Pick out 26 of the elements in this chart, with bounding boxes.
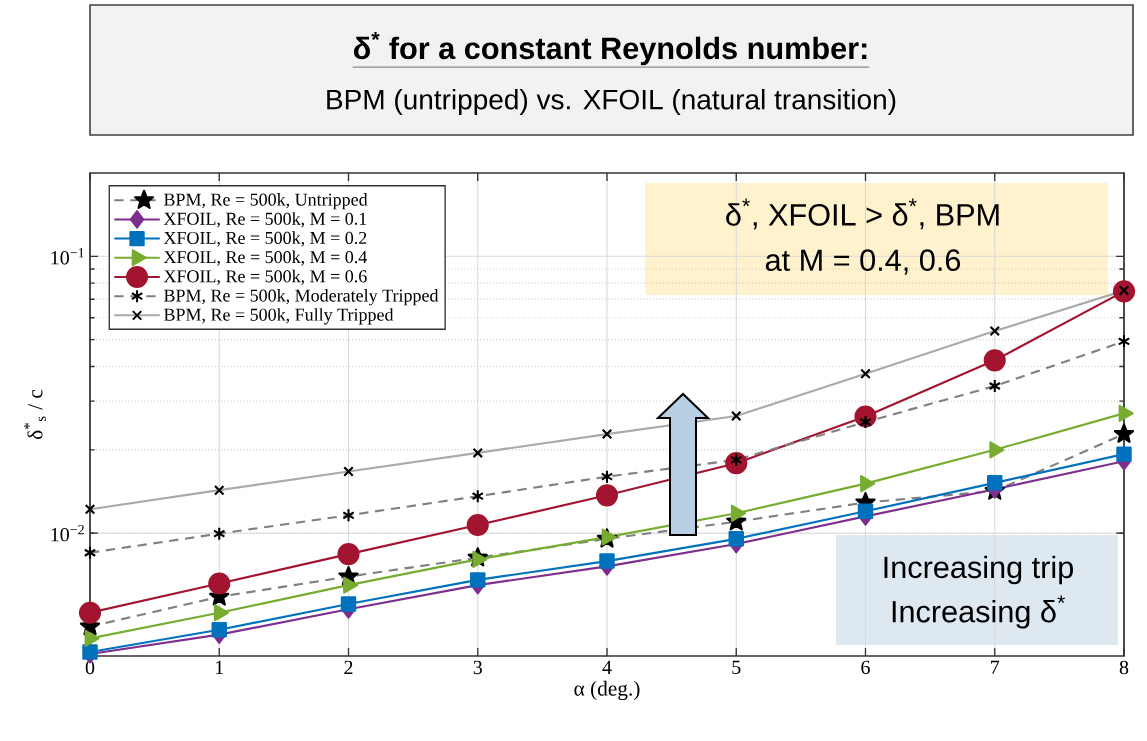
x-tick-label: 6 <box>861 660 870 675</box>
legend-label: BPM, Re = 500k, Untripped <box>164 193 368 210</box>
annotation: Increasing trip <box>884 555 1073 585</box>
legend-label: XFOIL, Re = 500k, M = 0.1 <box>163 212 367 228</box>
x-tick-label: 3 <box>473 660 482 675</box>
x-tick-label: 8 <box>1119 660 1129 675</box>
x-tick-label: 5 <box>732 660 741 674</box>
chart-subtitle: BPM (untripped) vs. XFOIL (natural transition) <box>327 88 896 116</box>
legend-label: XFOIL, Re = 500k, M = 0.2 <box>163 231 367 247</box>
x-tick-label: 4 <box>602 660 612 674</box>
legend-label: XFOIL, Re = 500k, M = 0.4 <box>163 250 367 266</box>
x-axis-title: α (deg.) <box>574 680 640 701</box>
x-tick-label: 0 <box>85 660 95 675</box>
chart-title: δ$^{*}$ for a constant Reynolds number: <box>353 32 867 66</box>
legend-label: XFOIL, Re = 500k, M = 0.6 <box>163 269 367 285</box>
y-tick-label: 10$^{−2}$ <box>51 524 84 542</box>
y-axis-title: δ$^{*}$$_{s}$ / c <box>24 389 46 440</box>
annotation: at M = 0.4, 0.6 <box>765 249 961 275</box>
x-tick-label: 2 <box>344 660 353 674</box>
annotation: Increasing δ$^{*}$ <box>892 595 1066 629</box>
x-tick-label: 7 <box>991 660 1000 674</box>
legend-label: BPM, Re = 500k, Fully Tripped <box>164 308 394 325</box>
y-tick-label: 10$^{−1}$ <box>51 248 84 265</box>
legend-label: BPM, Re = 500k, Moderately Tripped <box>164 288 439 306</box>
x-tick-label: 1 <box>216 660 224 674</box>
annotation: δ$^{*}$, XFOIL > δ$^{*}$, BPM <box>726 198 999 230</box>
